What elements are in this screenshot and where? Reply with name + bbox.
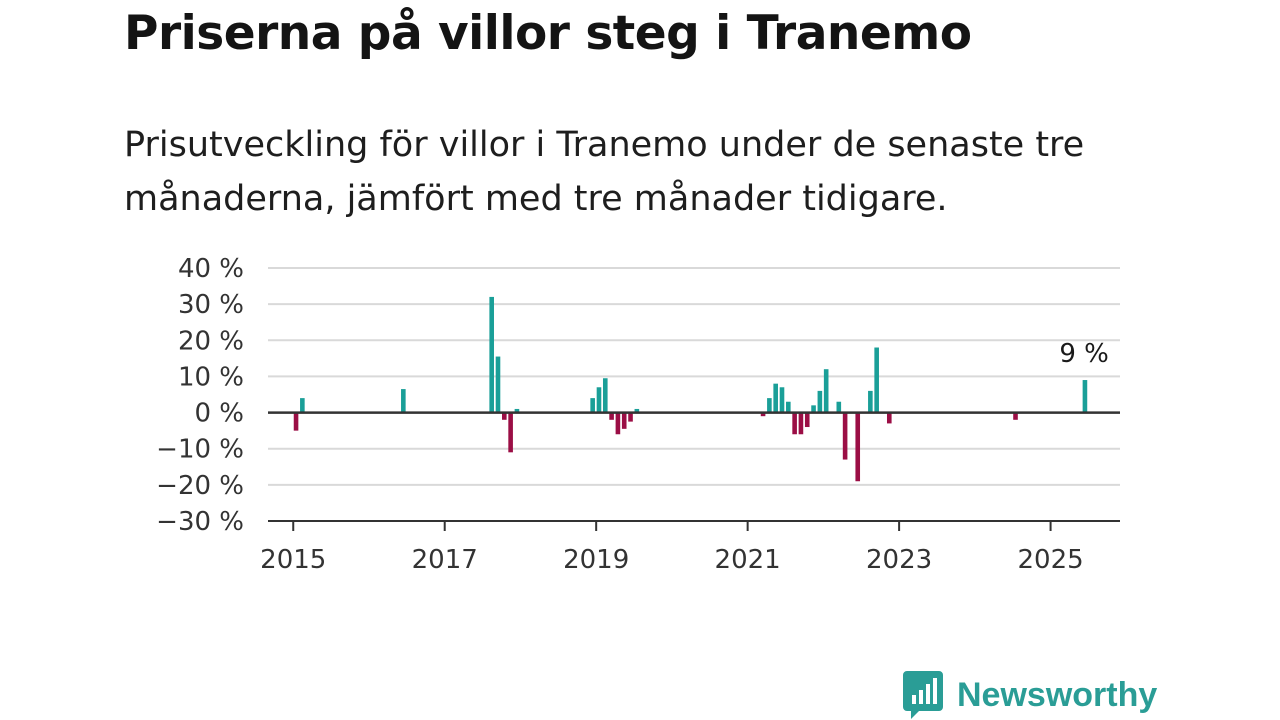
bar (495, 356, 501, 413)
bar (760, 412, 766, 417)
bar (596, 387, 602, 413)
y-tick-label: 10 % (178, 362, 244, 392)
y-tick-label: −20 % (156, 471, 244, 501)
bar (767, 398, 772, 413)
x-tick-label: 2021 (715, 545, 781, 575)
bar-chart: −30 % −20 % −10 % 0 % 10 % 20 % 30 % 40 % 2015 20… (156, 254, 1120, 575)
bar (508, 412, 513, 453)
bar (836, 401, 842, 413)
bar (868, 390, 873, 413)
bar (792, 412, 797, 435)
bar (855, 412, 861, 482)
bar (786, 401, 791, 413)
tick-labels: −30 % −20 % −10 % 0 % 10 % 20 % 30 % 40 % 2015 20… (156, 254, 1109, 575)
bar (804, 412, 810, 428)
bar (489, 296, 494, 413)
bar (300, 398, 305, 413)
bar (293, 412, 299, 431)
bar (842, 412, 848, 460)
x-tick-label: 2015 (260, 545, 326, 575)
bar (401, 389, 406, 413)
x-tick-label: 2023 (866, 545, 932, 575)
bar (811, 405, 816, 413)
bar (874, 347, 879, 413)
bar (628, 412, 633, 422)
bar-chart-speech-icon (903, 671, 943, 719)
bars (293, 296, 1088, 482)
y-tick-label: 30 % (178, 290, 244, 320)
bar (798, 412, 804, 435)
last-value-label: 9 % (1059, 339, 1109, 369)
bar (634, 408, 640, 413)
bar (886, 412, 892, 424)
bar (502, 412, 507, 420)
bar (514, 408, 520, 413)
x-tick-label: 2019 (563, 545, 629, 575)
y-tick-label: −30 % (156, 507, 244, 537)
bar (823, 369, 829, 413)
chart-subtitle: Prisutveckling för villor i Tranemo unde… (124, 125, 1085, 219)
bar (1082, 380, 1088, 413)
bar (609, 412, 614, 420)
y-tick-label: 0 % (194, 399, 244, 429)
chart-title: Priserna på villor steg i Tranemo (124, 6, 972, 61)
bar (602, 378, 608, 413)
bar (773, 383, 778, 413)
x-tick-label: 2025 (1017, 545, 1083, 575)
bar (615, 412, 621, 435)
y-tick-label: 40 % (178, 254, 244, 284)
bar (1013, 412, 1018, 420)
axes (268, 411, 1120, 531)
bar (621, 412, 627, 429)
logo-text: Newsworthy (957, 675, 1158, 714)
y-tick-label: −10 % (156, 435, 244, 465)
bar (590, 398, 595, 413)
newsworthy-logo: Newsworthy (903, 670, 1157, 720)
bar (817, 390, 823, 413)
x-tick-label: 2017 (412, 545, 478, 575)
bar (779, 387, 785, 413)
y-tick-label: 20 % (178, 326, 244, 356)
grid-lines (268, 267, 1120, 486)
